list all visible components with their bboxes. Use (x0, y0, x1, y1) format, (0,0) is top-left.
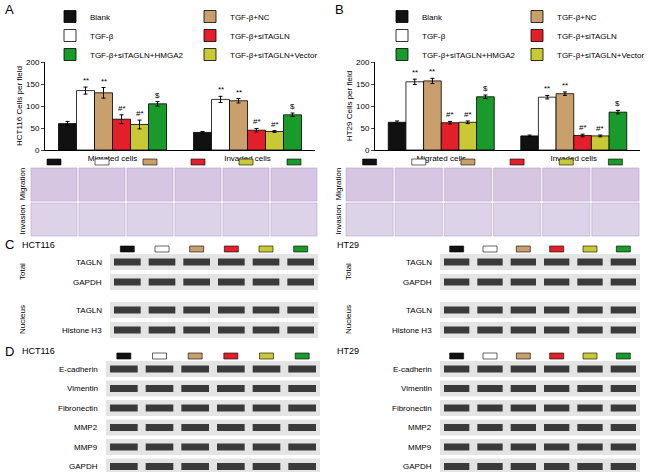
svg-text:0: 0 (35, 146, 40, 155)
svg-text:HCT116: HCT116 (22, 346, 55, 356)
svg-text:**: ** (429, 67, 435, 76)
svg-text:Migrated cells: Migrated cells (417, 154, 466, 163)
svg-text:$: $ (615, 99, 620, 108)
svg-text:TAGLN: TAGLN (406, 258, 432, 267)
svg-text:TGF-β+siTAGLN+Vector: TGF-β+siTAGLN+Vector (230, 51, 317, 60)
svg-text:TAGLN: TAGLN (76, 258, 102, 267)
svg-text:Migration: Migration (334, 168, 343, 201)
svg-text:TAGLN: TAGLN (76, 306, 102, 315)
svg-text:TGF-β+siTAGLN: TGF-β+siTAGLN (557, 32, 617, 41)
svg-text:#*: #* (446, 110, 454, 119)
svg-text:E-cadherin: E-cadherin (59, 365, 98, 374)
svg-text:$: $ (290, 102, 295, 111)
svg-text:GAPDH: GAPDH (403, 278, 432, 287)
svg-text:**: ** (218, 85, 224, 94)
svg-text:Histone H3: Histone H3 (392, 326, 432, 335)
svg-text:MMP2: MMP2 (74, 423, 98, 432)
svg-text:200: 200 (26, 58, 40, 67)
svg-text:TGF-β: TGF-β (422, 32, 446, 41)
svg-text:100: 100 (356, 102, 370, 111)
svg-text:**: ** (412, 68, 418, 77)
svg-text:D: D (5, 344, 14, 359)
svg-text:GAPDH: GAPDH (73, 278, 102, 287)
svg-text:#*: #* (253, 117, 261, 126)
svg-text:TGF-β+NC: TGF-β+NC (230, 13, 270, 22)
svg-text:Invaded cells: Invaded cells (224, 154, 271, 163)
svg-text:0: 0 (365, 146, 370, 155)
svg-text:Nucleus: Nucleus (344, 305, 353, 334)
svg-text:Total: Total (344, 263, 353, 280)
svg-text:E-cadherin: E-cadherin (393, 365, 432, 374)
svg-text:MMP9: MMP9 (408, 443, 432, 452)
svg-text:Nucleus: Nucleus (18, 305, 27, 334)
svg-text:Fibronectin: Fibronectin (58, 404, 98, 413)
svg-text:TGF-β+siTAGLN+HMGA2: TGF-β+siTAGLN+HMGA2 (90, 51, 183, 60)
svg-text:Histone H3: Histone H3 (62, 326, 102, 335)
svg-text:**: ** (101, 77, 107, 86)
svg-text:**: ** (562, 81, 568, 90)
svg-text:TGF-β: TGF-β (90, 32, 114, 41)
svg-text:Invasion: Invasion (18, 205, 27, 235)
svg-text:#*: #* (596, 124, 604, 133)
svg-text:GAPDH: GAPDH (403, 462, 432, 471)
svg-text:100: 100 (26, 102, 40, 111)
svg-text:#*: #* (118, 104, 126, 113)
svg-text:#*: #* (579, 123, 587, 132)
svg-text:HCT116 Cells per field: HCT116 Cells per field (15, 66, 24, 146)
svg-text:HT29 Cells per field: HT29 Cells per field (345, 71, 354, 141)
svg-text:MMP9: MMP9 (74, 443, 98, 452)
svg-text:B: B (335, 2, 344, 17)
svg-text:TGF-β+NC: TGF-β+NC (557, 13, 597, 22)
svg-text:TGF-β+siTAGLN+Vector: TGF-β+siTAGLN+Vector (557, 51, 644, 60)
svg-text:A: A (5, 2, 14, 17)
svg-text:HT29: HT29 (337, 240, 359, 250)
svg-text:HCT116: HCT116 (22, 240, 55, 250)
svg-text:**: ** (544, 84, 550, 93)
svg-text:Migrated cells: Migrated cells (88, 154, 137, 163)
svg-text:TGF-β+siTAGLN: TGF-β+siTAGLN (230, 32, 290, 41)
svg-text:TGF-β+siTAGLN+HMGA2: TGF-β+siTAGLN+HMGA2 (422, 51, 515, 60)
svg-text:Vimentin: Vimentin (401, 384, 432, 393)
svg-text:Fibronectin: Fibronectin (392, 404, 432, 413)
svg-text:150: 150 (356, 80, 370, 89)
svg-text:#*: #* (136, 109, 144, 118)
svg-text:Total: Total (18, 263, 27, 280)
svg-text:150: 150 (26, 80, 40, 89)
svg-text:HT29: HT29 (337, 346, 359, 356)
svg-text:**: ** (83, 76, 89, 85)
svg-text:C: C (5, 237, 14, 252)
svg-text:Invaded cells: Invaded cells (550, 154, 597, 163)
svg-text:Blank: Blank (422, 13, 443, 22)
svg-text:Blank: Blank (90, 13, 111, 22)
svg-text:#*: #* (271, 120, 279, 129)
svg-text:Invasion: Invasion (334, 205, 343, 235)
svg-text:Vimentin: Vimentin (67, 384, 98, 393)
svg-text:#*: #* (464, 110, 472, 119)
svg-text:200: 200 (356, 58, 370, 67)
svg-text:GAPDH: GAPDH (69, 462, 98, 471)
svg-text:$: $ (155, 91, 160, 100)
svg-text:$: $ (483, 84, 488, 93)
svg-text:TAGLN: TAGLN (406, 306, 432, 315)
svg-text:50: 50 (360, 124, 369, 133)
svg-text:50: 50 (30, 124, 39, 133)
svg-text:MMP2: MMP2 (408, 423, 432, 432)
svg-text:Migration: Migration (18, 168, 27, 201)
svg-text:**: ** (236, 88, 242, 97)
